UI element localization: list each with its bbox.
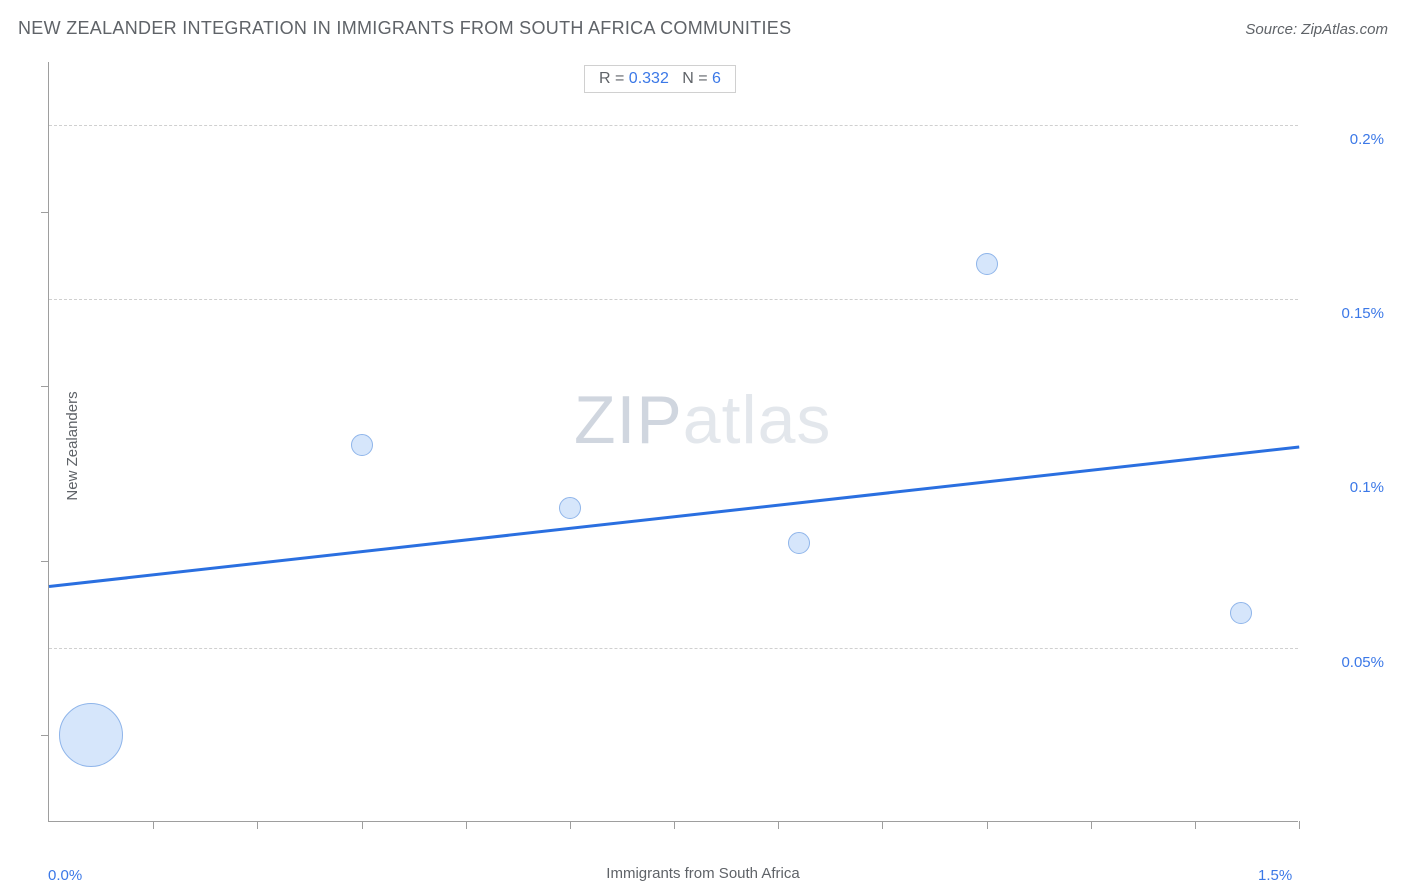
y-axis-tick-label: 0.05% (1341, 654, 1384, 671)
scatter-point (351, 434, 373, 456)
chart-plot-area: ZIPatlas R = 0.332 N = 6 (48, 62, 1298, 822)
stat-n-value: 6 (712, 70, 721, 87)
x-tick (466, 821, 467, 829)
y-axis-tick-label: 0.1% (1350, 479, 1384, 496)
x-axis-tick-label: 0.0% (48, 867, 82, 884)
stats-box: R = 0.332 N = 6 (584, 65, 736, 93)
y-tick (41, 386, 49, 387)
x-tick (1299, 821, 1300, 829)
x-tick (362, 821, 363, 829)
x-tick (153, 821, 154, 829)
y-axis-tick-label: 0.15% (1341, 305, 1384, 322)
y-tick (41, 735, 49, 736)
x-axis-tick-label: 1.5% (1258, 867, 1292, 884)
watermark: ZIPatlas (574, 381, 831, 459)
x-tick (882, 821, 883, 829)
y-tick (41, 561, 49, 562)
x-tick (674, 821, 675, 829)
x-axis-label: Immigrants from South Africa (606, 865, 799, 882)
scatter-point (559, 497, 581, 519)
stat-r-value: 0.332 (629, 70, 669, 87)
stat-r-label: R = (599, 70, 629, 87)
scatter-point (788, 532, 810, 554)
scatter-point (976, 253, 998, 275)
x-tick (257, 821, 258, 829)
chart-title: NEW ZEALANDER INTEGRATION IN IMMIGRANTS … (18, 18, 791, 39)
x-tick (987, 821, 988, 829)
trend-line (49, 445, 1299, 587)
gridline (49, 648, 1298, 649)
source-name: ZipAtlas.com (1301, 21, 1388, 38)
scatter-point (1230, 602, 1252, 624)
y-axis-label: New Zealanders (64, 391, 81, 500)
x-tick (1091, 821, 1092, 829)
gridline (49, 299, 1298, 300)
x-tick (1195, 821, 1196, 829)
gridline (49, 125, 1298, 126)
source-attribution: Source: ZipAtlas.com (1245, 21, 1388, 38)
y-tick (41, 212, 49, 213)
x-tick (570, 821, 571, 829)
y-axis-tick-label: 0.2% (1350, 131, 1384, 148)
x-tick (778, 821, 779, 829)
source-label: Source: (1245, 21, 1301, 38)
stat-n-label: N = (682, 70, 712, 87)
scatter-point (59, 703, 123, 767)
